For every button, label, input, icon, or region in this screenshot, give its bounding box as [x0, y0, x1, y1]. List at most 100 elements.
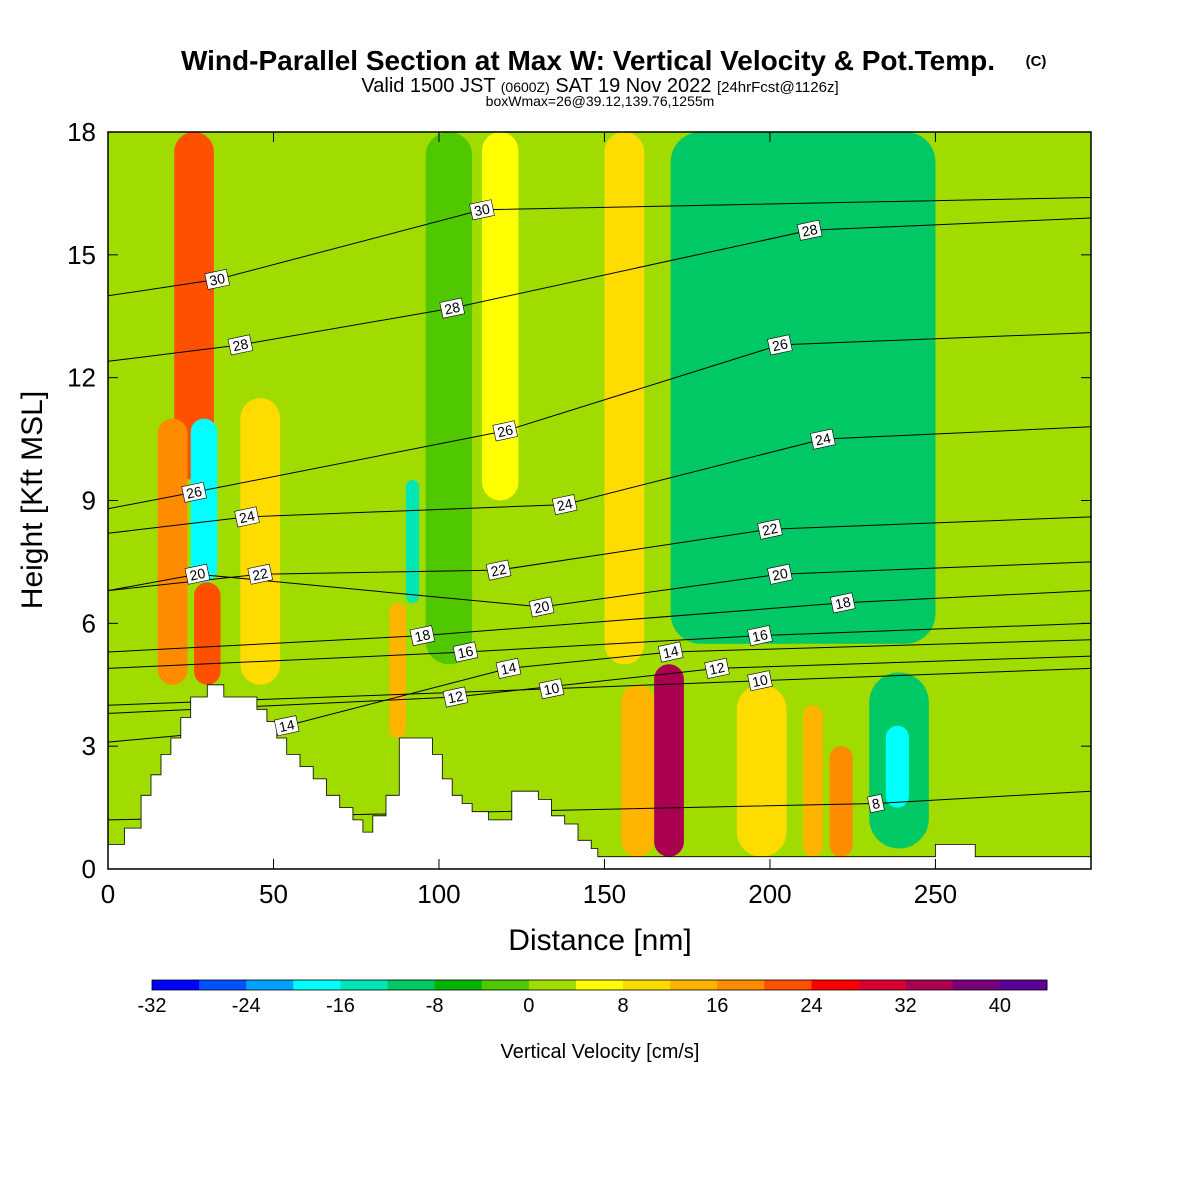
valid-date: SAT 19 Nov 2022 — [555, 75, 711, 97]
velocity-cell — [194, 582, 221, 685]
plot-area: 30 30 28 28 28 26 26 26 24 24 24 22 22 22 20 20 20 18 18 16… — [108, 132, 1091, 869]
velocity-cell — [405, 480, 420, 603]
x-tick-label: 250 — [914, 879, 957, 909]
velocity-cell — [670, 132, 936, 644]
y-tick-label: 12 — [67, 363, 96, 393]
svg-text:18: 18 — [413, 626, 432, 645]
forecast-info: [24hrFcst@1126z] — [717, 79, 839, 96]
x-tick-label: 0 — [101, 879, 115, 909]
svg-text:22: 22 — [489, 561, 508, 580]
svg-text:14: 14 — [661, 643, 680, 662]
colorbar-swatch — [481, 980, 530, 990]
colorbar-swatch — [670, 980, 718, 990]
colorbar-label: Vertical Velocity [cm/s] — [501, 1041, 700, 1063]
colorbar-tick-label: -8 — [426, 995, 444, 1017]
svg-text:30: 30 — [208, 270, 227, 289]
contour-label: 14 — [657, 641, 684, 663]
contour-label: 24 — [234, 506, 260, 528]
colorbar-tick-label: 24 — [800, 995, 822, 1017]
colorbar-swatch — [717, 980, 765, 990]
contour-label: 12 — [442, 686, 469, 708]
box-info: boxWmax=26@39.12,139.76,1255m — [486, 93, 715, 109]
velocity-cell — [736, 684, 787, 857]
svg-text:26: 26 — [185, 483, 204, 502]
y-tick-label: 6 — [82, 608, 96, 638]
valid-time: Valid 1500 JST (0600Z) SAT 19 Nov 2022 [… — [361, 75, 838, 97]
contour-label: 28 — [796, 219, 823, 241]
svg-text:10: 10 — [751, 671, 770, 690]
svg-text:14: 14 — [277, 716, 296, 735]
svg-text:28: 28 — [800, 221, 819, 240]
velocity-cell — [885, 725, 909, 808]
contour-label: 16 — [747, 625, 773, 647]
velocity-cell — [389, 602, 406, 738]
contour-label: 30 — [204, 268, 230, 290]
contour-label: 10 — [747, 670, 773, 692]
colorbar-swatch — [764, 980, 812, 990]
velocity-cell — [654, 664, 684, 857]
colorbar-tick-label: 8 — [617, 995, 628, 1017]
contour-label: 22 — [485, 559, 512, 581]
svg-text:30: 30 — [473, 200, 492, 219]
contour-label: 26 — [181, 481, 207, 503]
svg-text:22: 22 — [761, 520, 780, 539]
x-tick-label: 200 — [748, 879, 791, 909]
colorbar-swatch — [434, 980, 483, 990]
terrain-profile — [108, 684, 1091, 869]
velocity-cell — [829, 746, 853, 857]
y-tick-label: 3 — [82, 731, 96, 761]
colorbar-tick-label: 16 — [706, 995, 728, 1017]
colorbar-swatch — [387, 980, 436, 990]
colorbar-swatch — [293, 980, 341, 990]
velocity-cell — [174, 132, 214, 481]
colorbar-tick-label: 32 — [895, 995, 917, 1017]
contour-label: 18 — [409, 625, 436, 647]
contour-label: 14 — [495, 657, 522, 679]
velocity-cell — [803, 705, 823, 857]
theta-contour-18 — [108, 590, 1091, 653]
theta-contour-16 — [108, 622, 1091, 669]
x-axis: 0 50 100 150 200 250 — [101, 132, 957, 909]
contour-label: 24 — [810, 428, 836, 450]
y-tick-label: 15 — [67, 240, 96, 270]
velocity-cell — [425, 132, 473, 665]
theta-contour-30 — [108, 197, 1091, 297]
velocity-cell — [621, 684, 655, 857]
velocity-cell — [339, 132, 380, 665]
colorbar-tick-label: 0 — [523, 995, 534, 1017]
y-axis: 0 3 6 9 12 15 18 — [67, 117, 1091, 884]
contour-label: 22 — [757, 518, 783, 540]
colorbar-swatch — [905, 980, 954, 990]
colorbar-swatch — [340, 980, 389, 990]
colorbar-swatch — [952, 980, 1001, 990]
colorbar-swatch — [528, 980, 577, 990]
svg-text:24: 24 — [814, 430, 833, 449]
contour-label: 30 — [469, 199, 495, 221]
contour-label: 26 — [492, 420, 518, 442]
svg-text:16: 16 — [751, 626, 770, 645]
velocity-cell — [482, 132, 519, 501]
colorbar-swatch — [858, 980, 907, 990]
y-tick-label: 18 — [67, 117, 96, 147]
contour-label: 20 — [528, 596, 555, 618]
svg-text:20: 20 — [532, 598, 551, 617]
y-tick-label: 9 — [82, 486, 96, 516]
svg-text:28: 28 — [231, 335, 250, 354]
svg-text:18: 18 — [834, 593, 853, 612]
contour-label: 26 — [767, 334, 793, 356]
copyright-mark: (C) — [1026, 53, 1047, 70]
contour-label: 10 — [538, 678, 565, 700]
colorbar-tick-label: -24 — [232, 995, 261, 1017]
contour-labels: 30 30 28 28 28 26 26 26 24 24 24 22 22 22 20 20 20 18 18 16… — [181, 199, 885, 814]
svg-text:16: 16 — [456, 643, 475, 662]
y-axis-title: Height [Kft MSL] — [16, 391, 49, 609]
colorbar-swatch — [575, 980, 624, 990]
svg-text:22: 22 — [251, 565, 270, 584]
contour-label: 28 — [227, 334, 254, 356]
contour-label: 12 — [704, 657, 730, 679]
svg-text:12: 12 — [446, 688, 465, 707]
svg-text:12: 12 — [708, 659, 727, 678]
colorbar-swatch — [999, 980, 1048, 990]
contour-label: 20 — [767, 563, 793, 585]
velocity-cell — [190, 418, 218, 583]
